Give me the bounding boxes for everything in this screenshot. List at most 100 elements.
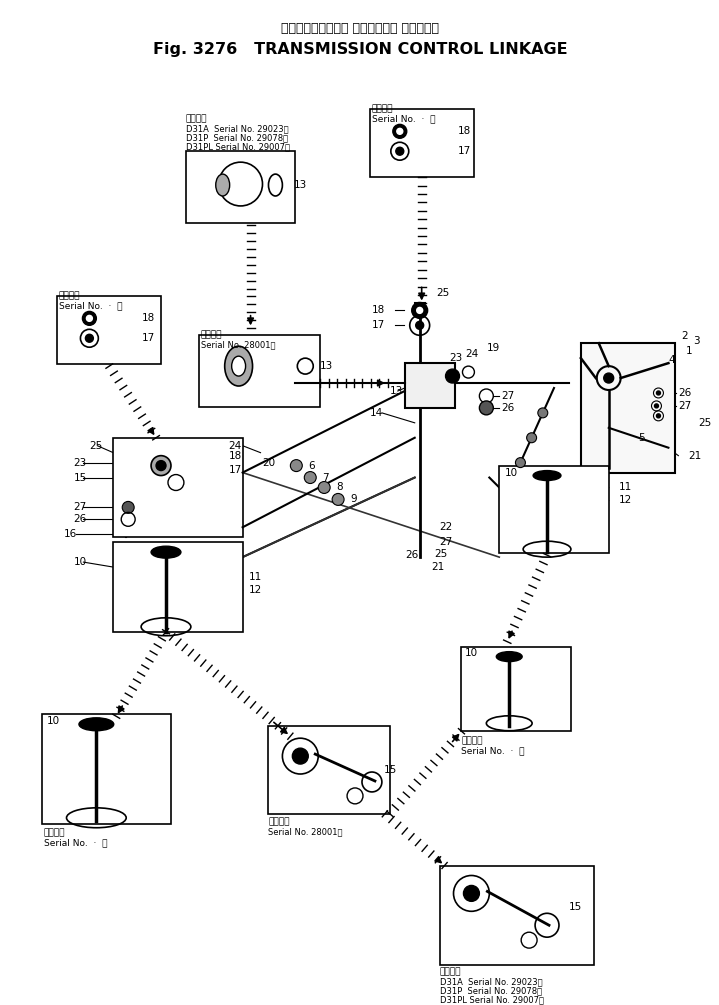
Text: 適用号機: 適用号機	[186, 115, 207, 124]
Text: Fig. 3276   TRANSMISSION CONTROL LINKAGE: Fig. 3276 TRANSMISSION CONTROL LINKAGE	[152, 42, 567, 57]
Circle shape	[654, 404, 659, 408]
Text: 21: 21	[431, 562, 445, 572]
Text: 17: 17	[457, 146, 471, 156]
Text: 25: 25	[89, 441, 103, 450]
Text: D31A  Serial No. 29023～: D31A Serial No. 29023～	[439, 977, 542, 986]
Circle shape	[86, 316, 92, 322]
Text: 26: 26	[73, 515, 87, 525]
Text: 13: 13	[293, 180, 306, 190]
Circle shape	[416, 322, 423, 330]
Text: 26: 26	[678, 388, 692, 398]
Text: 7: 7	[322, 472, 329, 482]
Bar	[405, 363, 454, 408]
Text: 9: 9	[350, 494, 357, 505]
Circle shape	[480, 401, 493, 415]
Text: 10: 10	[73, 557, 86, 567]
Circle shape	[397, 129, 403, 135]
Text: 適用号機: 適用号機	[58, 291, 80, 300]
Text: D31PL Serial No. 29007～: D31PL Serial No. 29007～	[186, 143, 290, 152]
Text: 25: 25	[542, 490, 555, 500]
Text: 21: 21	[514, 502, 528, 513]
Text: 適用号機: 適用号機	[201, 331, 222, 340]
Circle shape	[464, 885, 480, 901]
Text: 4: 4	[669, 355, 675, 365]
Bar	[199, 336, 320, 407]
Text: 10: 10	[505, 467, 518, 477]
Text: 適用号機: 適用号機	[462, 737, 483, 746]
Text: 3: 3	[693, 337, 700, 347]
Bar	[114, 438, 242, 538]
Ellipse shape	[232, 356, 246, 376]
Text: 20: 20	[262, 457, 275, 467]
Bar	[462, 646, 571, 732]
Text: トランスミッション コントロール リンケージ: トランスミッション コントロール リンケージ	[281, 22, 439, 35]
Text: 21: 21	[688, 450, 702, 460]
Ellipse shape	[533, 470, 561, 480]
Circle shape	[86, 335, 93, 343]
Text: D31PL Serial No. 29007～: D31PL Serial No. 29007～	[439, 995, 544, 1004]
Circle shape	[417, 308, 423, 314]
Text: 8: 8	[336, 482, 343, 492]
Circle shape	[656, 414, 661, 418]
Text: 適用号機: 適用号機	[44, 829, 65, 838]
Circle shape	[656, 391, 661, 395]
Text: 23: 23	[449, 353, 463, 363]
Text: 27: 27	[73, 502, 87, 513]
Circle shape	[604, 373, 614, 383]
Ellipse shape	[79, 718, 114, 731]
Text: 11: 11	[618, 482, 632, 492]
Circle shape	[293, 748, 308, 764]
Circle shape	[319, 481, 330, 493]
Text: 25: 25	[436, 288, 450, 298]
Bar	[186, 151, 296, 223]
Text: 18: 18	[229, 450, 242, 460]
Text: Serial No.  ·  ～: Serial No. · ～	[372, 115, 436, 124]
Text: Serial No.  ·  ～: Serial No. · ～	[58, 302, 122, 311]
Text: 12: 12	[249, 585, 262, 595]
Circle shape	[156, 460, 166, 470]
Text: 27: 27	[678, 401, 692, 411]
Text: 13: 13	[320, 361, 334, 371]
Text: 6: 6	[308, 460, 315, 470]
Text: D31P  Serial No. 29078～: D31P Serial No. 29078～	[186, 134, 288, 143]
Text: 15: 15	[73, 472, 87, 482]
Bar	[439, 865, 594, 965]
Text: 13: 13	[390, 386, 403, 396]
Circle shape	[446, 369, 459, 383]
Ellipse shape	[216, 174, 229, 196]
Ellipse shape	[496, 651, 522, 661]
Text: 25: 25	[698, 418, 712, 428]
Text: 26: 26	[501, 403, 515, 413]
Text: Serial No. 28001～: Serial No. 28001～	[201, 341, 275, 350]
Text: 17: 17	[229, 464, 242, 474]
Text: 5: 5	[638, 433, 645, 443]
Bar	[57, 296, 161, 364]
Text: 27: 27	[439, 538, 453, 547]
Text: 17: 17	[142, 334, 155, 344]
Circle shape	[396, 148, 404, 155]
Text: 24: 24	[229, 441, 242, 450]
Text: 18: 18	[372, 306, 385, 316]
Bar	[581, 344, 675, 472]
Text: D31A  Serial No. 29023～: D31A Serial No. 29023～	[186, 125, 288, 134]
Text: 17: 17	[372, 321, 385, 331]
Text: 1: 1	[685, 346, 692, 356]
Text: 18: 18	[457, 127, 471, 137]
Text: 14: 14	[370, 408, 383, 418]
Text: Serial No.  ·  ～: Serial No. · ～	[44, 839, 107, 847]
Circle shape	[151, 455, 171, 475]
Text: 27: 27	[501, 391, 515, 401]
Text: 19: 19	[486, 343, 500, 353]
Text: 適用号機: 適用号機	[439, 967, 461, 976]
Circle shape	[516, 457, 526, 467]
Text: Serial No.  ·  ～: Serial No. · ～	[462, 746, 525, 755]
Circle shape	[526, 433, 536, 443]
Bar	[114, 543, 242, 632]
Circle shape	[412, 303, 428, 319]
Text: 25: 25	[434, 549, 448, 559]
Ellipse shape	[225, 346, 252, 386]
Text: 10: 10	[464, 647, 477, 657]
Text: 18: 18	[142, 314, 155, 324]
Circle shape	[290, 459, 302, 471]
Text: 11: 11	[249, 572, 262, 582]
